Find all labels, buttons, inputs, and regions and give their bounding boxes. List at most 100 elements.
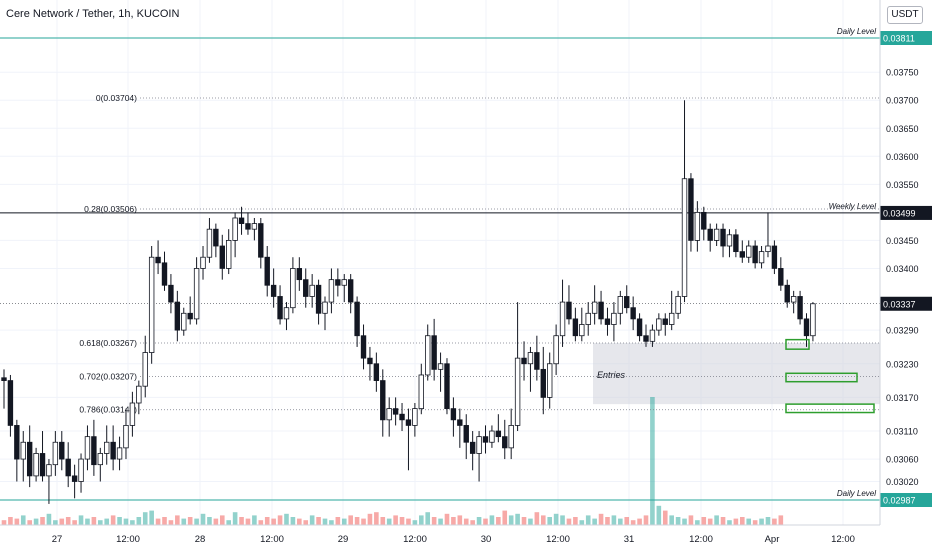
volume-bar bbox=[252, 515, 257, 525]
volume-bar bbox=[1, 520, 7, 525]
x-tick-label: 12:00 bbox=[403, 534, 427, 545]
volume-bar bbox=[316, 517, 321, 525]
volume-bar bbox=[290, 517, 296, 525]
candles bbox=[1, 100, 816, 504]
x-tick-label: Apr bbox=[765, 534, 780, 545]
candle-body bbox=[225, 240, 232, 269]
candle-body bbox=[662, 318, 668, 325]
volume-bar bbox=[130, 520, 135, 525]
candle-body bbox=[579, 324, 585, 337]
volume-bar bbox=[53, 520, 58, 525]
volume-bar bbox=[547, 517, 552, 525]
volume-bar bbox=[675, 517, 681, 525]
volume-bar bbox=[65, 517, 71, 525]
volume-bar bbox=[91, 517, 97, 525]
volume-bar bbox=[496, 517, 501, 525]
x-tick-label: 29 bbox=[338, 534, 349, 545]
volume-bar bbox=[695, 520, 700, 525]
volume-bar bbox=[219, 515, 225, 525]
volume-bar bbox=[284, 513, 289, 525]
volume-bar bbox=[322, 518, 328, 525]
volume-bar bbox=[406, 518, 411, 525]
candle-body bbox=[636, 318, 643, 337]
candle-body bbox=[161, 262, 168, 286]
candle-body bbox=[91, 436, 97, 466]
volume-bar bbox=[232, 512, 238, 525]
candle-body bbox=[790, 296, 797, 303]
volume-bar bbox=[14, 518, 20, 525]
volume-bar bbox=[457, 515, 463, 525]
entry-boxes bbox=[785, 338, 875, 414]
volume-bar bbox=[759, 518, 764, 525]
volume-bar bbox=[354, 517, 360, 525]
candle-body bbox=[482, 436, 489, 443]
candle-body bbox=[174, 301, 181, 331]
volume-bar bbox=[637, 518, 642, 525]
level-price-tag bbox=[880, 205, 932, 220]
candle-body bbox=[386, 408, 392, 421]
volume-bar bbox=[772, 518, 777, 525]
volume-bar bbox=[714, 515, 719, 525]
candle-body bbox=[514, 357, 521, 426]
volume-bar bbox=[309, 515, 315, 525]
candle-body bbox=[752, 245, 758, 264]
volume-bar bbox=[508, 515, 514, 525]
entry-box bbox=[785, 372, 858, 383]
currency-button[interactable]: USDT bbox=[887, 6, 923, 24]
entry-box bbox=[785, 403, 875, 414]
candle-body bbox=[270, 284, 277, 297]
volume-bar bbox=[765, 517, 771, 525]
volume-bar bbox=[162, 517, 167, 525]
volume-bar bbox=[688, 515, 694, 525]
candle-body bbox=[232, 217, 238, 241]
volume-bar bbox=[149, 510, 154, 525]
volume-bar bbox=[521, 517, 527, 525]
candle-body bbox=[392, 408, 399, 415]
candle-body bbox=[784, 284, 790, 303]
candle-body bbox=[193, 268, 200, 320]
entries-label: Entries bbox=[597, 370, 626, 380]
candle-body bbox=[425, 335, 431, 376]
volume-bar bbox=[553, 513, 559, 525]
volume-bar bbox=[515, 513, 520, 525]
candle-body bbox=[1, 377, 7, 381]
candle-body bbox=[630, 307, 636, 320]
candle-body bbox=[136, 385, 142, 404]
x-tick-label: 30 bbox=[481, 534, 492, 545]
volume-bar bbox=[155, 518, 161, 525]
candle-body bbox=[463, 425, 469, 443]
candle-body bbox=[309, 284, 315, 297]
x-tick-label: 12:00 bbox=[831, 534, 855, 545]
candle-body bbox=[116, 447, 123, 460]
candle-body bbox=[405, 419, 412, 426]
candle-body bbox=[547, 363, 553, 398]
candle-body bbox=[598, 301, 604, 320]
candle-body bbox=[322, 301, 328, 314]
volume-bar bbox=[374, 512, 379, 525]
volume-bar bbox=[98, 520, 103, 525]
candle-body bbox=[97, 453, 103, 466]
volume-bar bbox=[752, 520, 758, 525]
volume-bar bbox=[8, 517, 13, 525]
level-price-text: 0.02987 bbox=[883, 496, 916, 506]
fib-label: 0.618(0.03267) bbox=[79, 338, 137, 348]
y-tick-label: 0.03450 bbox=[886, 236, 919, 246]
candle-body bbox=[129, 402, 136, 426]
candle-body bbox=[668, 312, 675, 325]
volume-bar bbox=[380, 517, 386, 525]
candle-body bbox=[315, 284, 322, 314]
candle-body bbox=[688, 178, 694, 241]
volume-bar bbox=[701, 517, 707, 525]
candle-body bbox=[46, 464, 52, 477]
y-tick-label: 0.03600 bbox=[886, 152, 919, 162]
candle-body bbox=[803, 318, 810, 337]
volume-bar bbox=[258, 520, 264, 525]
volume-bar bbox=[303, 520, 309, 525]
y-tick-label: 0.03170 bbox=[886, 393, 919, 403]
candle-body bbox=[341, 279, 347, 286]
entry-box bbox=[785, 338, 810, 350]
candle-body bbox=[624, 296, 630, 309]
candle-body bbox=[489, 430, 495, 443]
candle-body bbox=[437, 363, 444, 370]
